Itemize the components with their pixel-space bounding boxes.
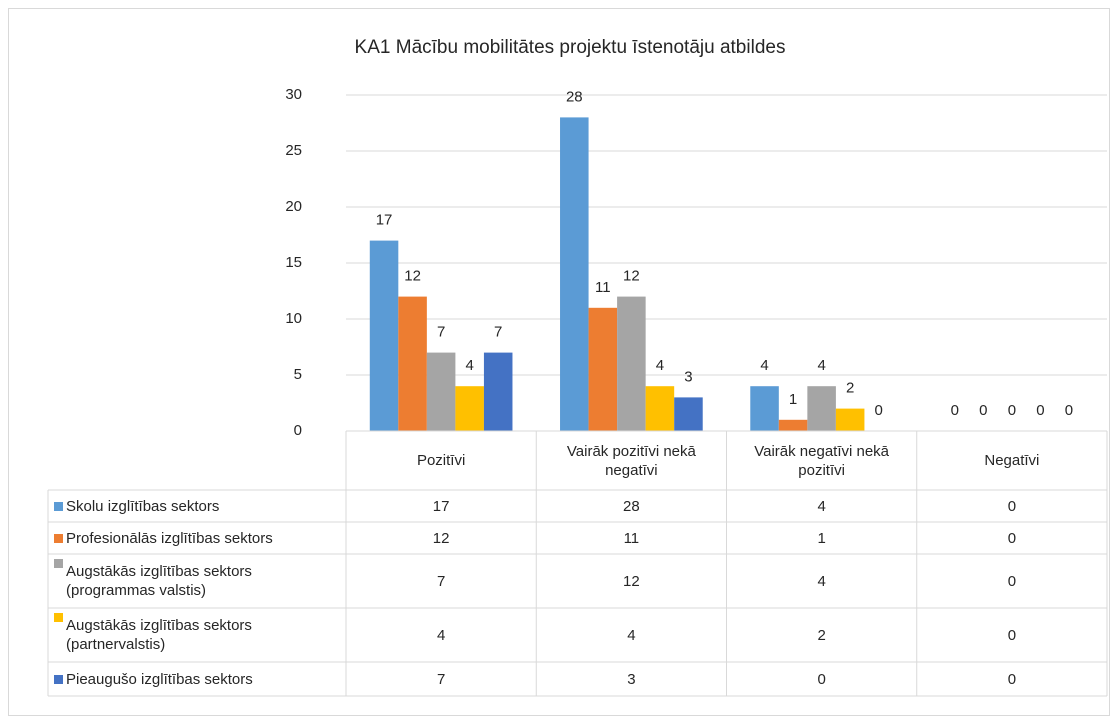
- y-tick-label: 30: [285, 86, 302, 103]
- data-label: 1: [789, 391, 797, 408]
- data-label: 17: [376, 212, 393, 229]
- table-cell: 3: [627, 670, 636, 688]
- data-label: 11: [595, 279, 611, 296]
- bar: [398, 296, 427, 431]
- bar: [455, 386, 484, 431]
- legend-swatch: [54, 559, 63, 568]
- x-tick-label: Pozitīvi: [416, 452, 466, 469]
- data-label: 0: [951, 402, 959, 419]
- legend-entry: Profesionālās izglītības sektors: [48, 522, 346, 554]
- data-label: 4: [465, 357, 473, 374]
- table-cell: 0: [817, 670, 826, 688]
- bar: [674, 397, 703, 431]
- legend-swatch: [54, 674, 63, 684]
- x-tick-label: Negatīvi: [984, 452, 1040, 469]
- legend-label: Augstākās izglītības sektors (programmas…: [66, 563, 252, 599]
- data-label: 4: [760, 357, 768, 374]
- data-label: 12: [623, 268, 640, 285]
- table-cell: 7: [436, 572, 446, 590]
- legend-entry: Skolu izglītības sektors: [48, 490, 346, 522]
- data-label: 0: [1036, 402, 1044, 419]
- y-tick-label: 15: [285, 254, 302, 271]
- chart-title: KA1 Mācību mobilitātes projektu īstenotā…: [355, 37, 786, 58]
- data-label: 7: [437, 324, 445, 341]
- table-cell: 4: [627, 626, 636, 644]
- data-label: 4: [656, 357, 664, 374]
- y-tick-label: 20: [285, 198, 302, 215]
- table-cell: 0: [1007, 529, 1017, 547]
- table-cell: 0: [1007, 670, 1017, 688]
- legend-label: Skolu izglītības sektors: [66, 497, 220, 515]
- table-cell: 7: [436, 670, 446, 688]
- bar: [835, 408, 865, 431]
- data-label: 28: [566, 88, 583, 105]
- x-tick-label: Vairāk pozitīvi nekā negatīvi: [566, 442, 696, 479]
- bar: [560, 117, 589, 432]
- legend-label: Augstākās izglītības sektors (partnerval…: [66, 617, 252, 653]
- data-label: 4: [817, 357, 825, 374]
- bar: [750, 386, 779, 431]
- legend-swatch: [54, 501, 63, 511]
- data-label: 0: [1065, 402, 1073, 419]
- table-cell: 1: [817, 529, 826, 547]
- table-cell: 0: [1007, 497, 1017, 515]
- bar: [778, 419, 808, 431]
- bar: [588, 307, 618, 431]
- y-tick-label: 5: [294, 366, 302, 383]
- table-cell: 4: [817, 497, 826, 515]
- table-cell: 28: [623, 497, 640, 515]
- table-cell: 12: [432, 529, 450, 547]
- table-cell: 0: [1007, 572, 1017, 590]
- table-cell: 11: [623, 529, 640, 547]
- data-label: 0: [1008, 402, 1016, 419]
- data-label: 3: [684, 368, 692, 385]
- data-label: 12: [404, 268, 421, 285]
- table-cell: 17: [432, 497, 450, 515]
- data-label: 7: [494, 324, 502, 341]
- x-tick-label: Vairāk negatīvi nekā pozitīvi: [754, 442, 890, 479]
- bar: [617, 296, 646, 431]
- bar: [807, 386, 836, 431]
- y-tick-label: 10: [285, 310, 302, 327]
- table-cell: 0: [1007, 626, 1017, 644]
- data-label: 0: [979, 402, 987, 419]
- table-cell: 4: [436, 626, 446, 644]
- legend-swatch: [54, 613, 63, 622]
- table-cell: 4: [817, 572, 826, 590]
- data-label: 2: [846, 380, 854, 397]
- y-tick-label: 0: [294, 422, 302, 439]
- legend-label: Pieaugušo izglītības sektors: [66, 670, 253, 688]
- bar: [483, 352, 513, 431]
- legend-swatch: [54, 533, 63, 543]
- bar: [645, 386, 675, 431]
- table-cell: 12: [623, 572, 640, 590]
- data-label: 0: [875, 402, 883, 419]
- legend-entry: Pieaugušo izglītības sektors: [48, 662, 346, 696]
- y-tick-label: 25: [285, 142, 302, 159]
- bar: [426, 352, 456, 431]
- legend-label: Profesionālās izglītības sektors: [66, 529, 273, 547]
- chart-border: [8, 8, 1110, 716]
- legend-entry: Augstākās izglītības sektors (programmas…: [48, 554, 346, 608]
- bar: [369, 240, 399, 431]
- table-cell: 2: [817, 626, 826, 644]
- legend-entry: Augstākās izglītības sektors (partnerval…: [48, 608, 346, 662]
